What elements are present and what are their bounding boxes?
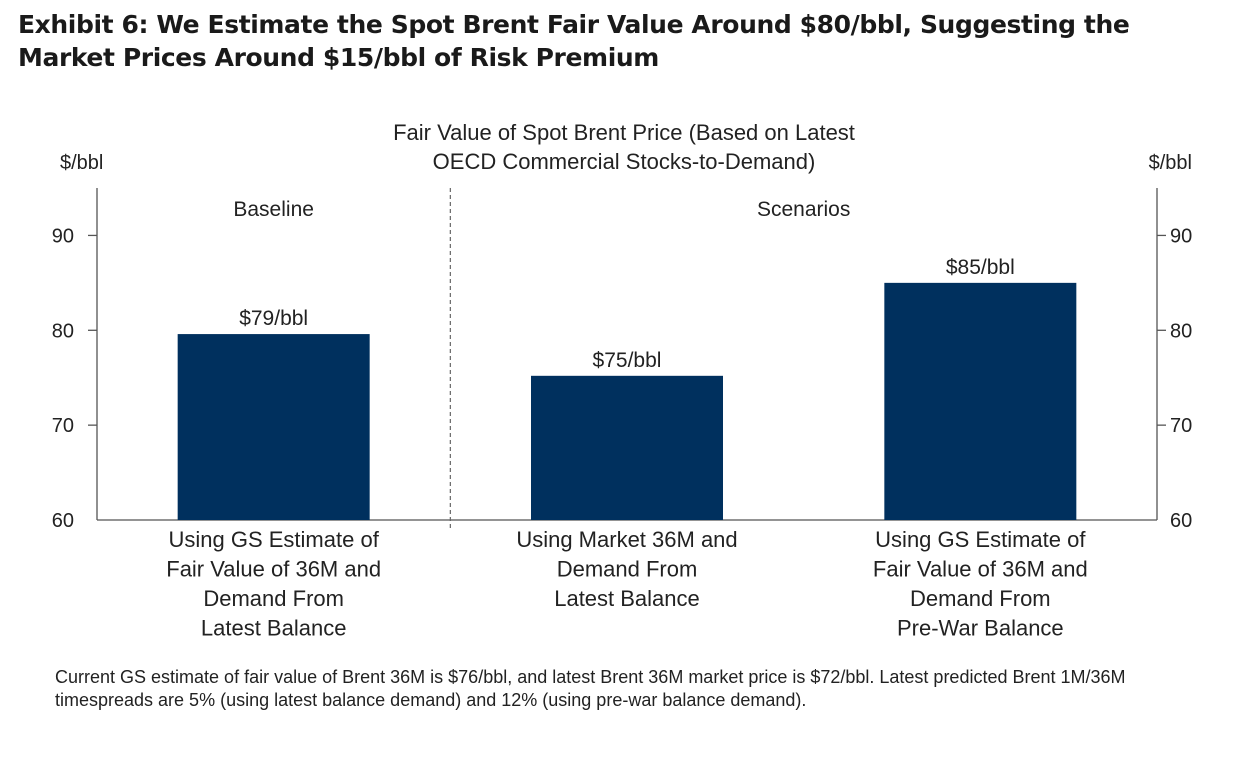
data-label: $79/bbl (239, 307, 308, 330)
chart-title-line-2: OECD Commercial Stocks-to-Demand) (433, 149, 816, 174)
bar (531, 375, 723, 520)
y-tick-label-left: 90 (52, 225, 74, 247)
category-label: Demand From (910, 586, 1051, 611)
category-label: Latest Balance (554, 586, 700, 611)
y-unit-right: $/bbl (1149, 152, 1192, 174)
exhibit-title: Exhibit 6: We Estimate the Spot Brent Fa… (18, 10, 1130, 72)
group-label: Baseline (233, 198, 314, 221)
group-label: Scenarios (757, 198, 850, 221)
category-label: Using GS Estimate of (875, 527, 1086, 552)
y-tick-label-left: 70 (52, 415, 74, 437)
bar (177, 334, 370, 520)
category-label: Demand From (203, 586, 344, 611)
category-label: Demand From (557, 557, 698, 582)
category-label: Using GS Estimate of (169, 527, 380, 552)
data-label: $75/bbl (593, 349, 662, 372)
bar (884, 282, 1077, 520)
chart-title-line-1: Fair Value of Spot Brent Price (Based on… (393, 120, 855, 145)
data-label: $85/bbl (946, 256, 1015, 279)
category-label: Fair Value of 36M and (873, 557, 1088, 582)
y-tick-label-left: 80 (52, 320, 74, 342)
category-label: Pre-War Balance (897, 616, 1064, 641)
category-label: Using Market 36M and (516, 527, 737, 552)
y-tick-label-right: 70 (1170, 415, 1192, 437)
y-tick-label-right: 80 (1170, 320, 1192, 342)
y-tick-label-right: 90 (1170, 225, 1192, 247)
y-tick-label-right: 60 (1170, 510, 1192, 532)
y-tick-label-left: 60 (52, 510, 74, 532)
footnote: Current GS estimate of fair value of Bre… (55, 667, 1126, 710)
category-label: Latest Balance (201, 616, 347, 641)
y-unit-left: $/bbl (60, 152, 103, 174)
category-label: Fair Value of 36M and (166, 557, 381, 582)
